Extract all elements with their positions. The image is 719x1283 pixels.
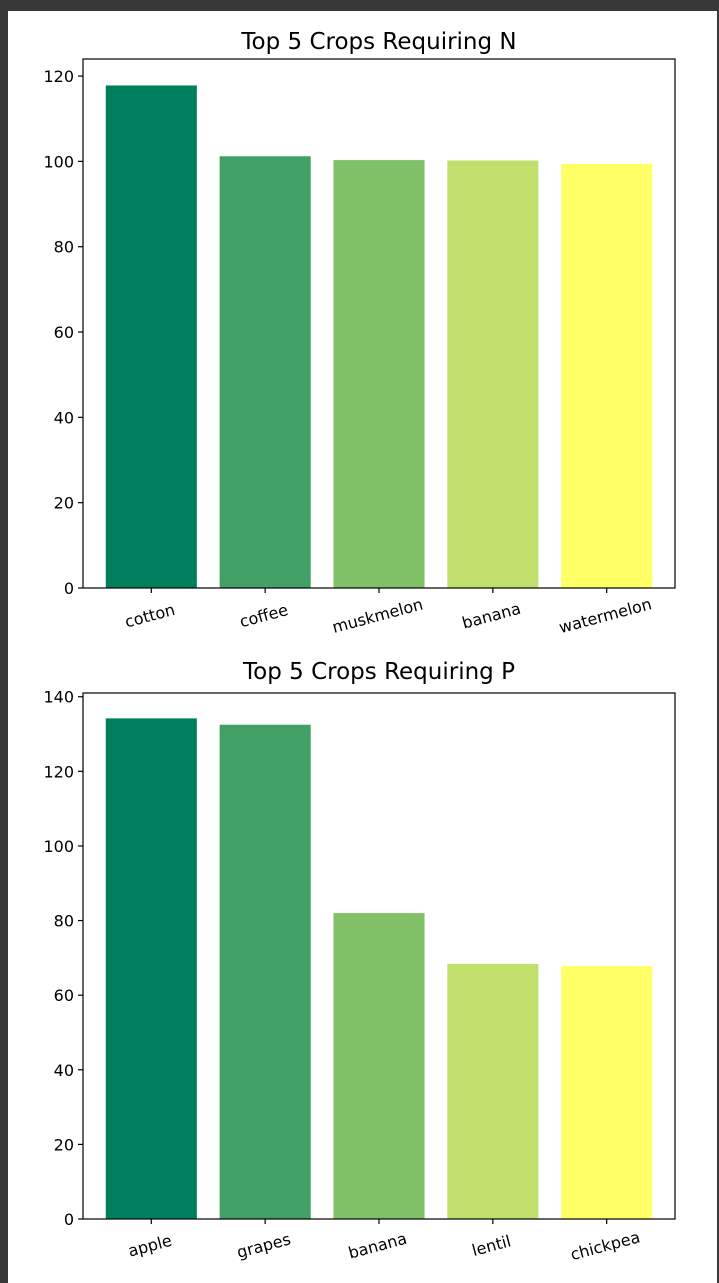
y-tick-label-n: 0	[64, 579, 74, 598]
x-tick-label-n-coffee: coffee	[237, 600, 290, 631]
x-tick-label-n-muskmelon: muskmelon	[330, 594, 425, 636]
y-tick-label-n: 60	[54, 323, 74, 342]
x-tick-label-n-watermelon: watermelon	[557, 594, 654, 637]
x-tick-label-p-chickpea: chickpea	[568, 1227, 642, 1264]
y-tick-label-p: 80	[54, 912, 74, 931]
chart-title-p: Top 5 Crops Requiring P	[242, 659, 515, 685]
chart-nitrogen: Top 5 Crops Requiring N 0 20 40 60 80 100 120 co…	[43, 29, 676, 637]
bar-p-apple	[105, 718, 197, 1219]
y-tick-label-n: 40	[54, 408, 74, 427]
y-tick-label-n: 20	[54, 494, 74, 513]
y-tick-label-p: 0	[64, 1210, 74, 1229]
bar-p-lentil	[447, 963, 539, 1219]
y-tick-label-n: 120	[43, 67, 74, 86]
chart-title-n: Top 5 Crops Requiring N	[240, 29, 516, 55]
x-tick-label-n-banana: banana	[460, 599, 523, 633]
x-tick-label-n-cotton: cotton	[123, 600, 177, 632]
bar-n-muskmelon	[333, 160, 425, 589]
x-tick-label-p-lentil: lentil	[470, 1231, 513, 1260]
bar-p-banana	[333, 913, 425, 1219]
y-tick-label-p: 120	[43, 762, 74, 781]
x-tick-label-p-banana: banana	[346, 1229, 409, 1263]
bar-p-chickpea	[561, 966, 653, 1219]
y-tick-label-p: 20	[54, 1135, 74, 1154]
y-tick-label-p: 100	[43, 837, 74, 856]
y-tick-label-n: 80	[54, 238, 74, 257]
x-tick-label-p-grapes: grapes	[235, 1229, 293, 1262]
bar-n-banana	[447, 160, 539, 588]
figure: Top 5 Crops Requiring N 0 20 40 60 80 100 120 co…	[8, 11, 717, 1283]
chart-phosphorus: Top 5 Crops Requiring P 0 20 40 60 80 100 120 14…	[43, 659, 676, 1264]
charts-canvas: Top 5 Crops Requiring N 0 20 40 60 80 100 120 co…	[43, 29, 676, 1264]
y-tick-label-n: 100	[43, 152, 74, 171]
bar-n-coffee	[219, 156, 311, 588]
bar-p-grapes	[219, 724, 311, 1219]
bar-n-cotton	[105, 85, 197, 588]
y-tick-label-p: 60	[54, 986, 74, 1005]
x-tick-label-p-apple: apple	[126, 1231, 174, 1261]
y-tick-label-p: 40	[54, 1061, 74, 1080]
bar-n-watermelon	[561, 163, 653, 588]
y-tick-label-p: 140	[43, 688, 74, 707]
